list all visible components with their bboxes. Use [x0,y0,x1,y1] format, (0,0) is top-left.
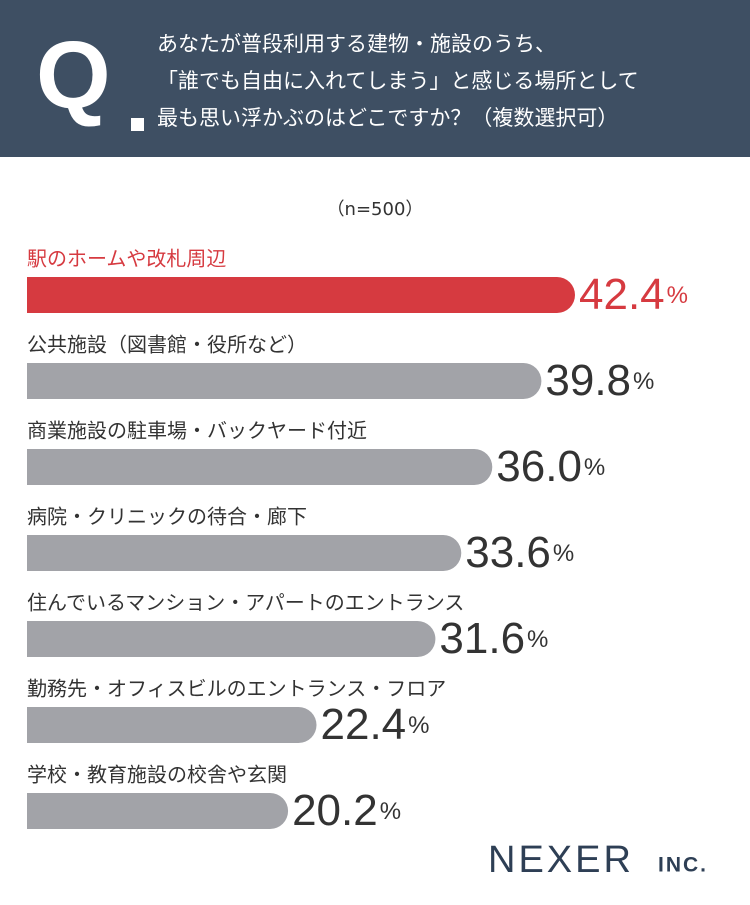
bar [27,621,436,657]
value-unit: % [633,368,654,395]
value-unit: % [553,540,574,567]
bar [27,793,289,829]
value-unit: % [380,798,401,825]
header-band [0,0,750,157]
question-line: 最も思い浮かぶのはどこですか？（複数選択可） [157,106,618,130]
value-unit: % [408,712,429,739]
bar-left-edge [27,793,63,829]
bar-left-edge [27,449,63,485]
bar-left-edge [27,621,63,657]
q-dot [131,118,144,131]
value-unit: % [584,454,605,481]
category-label: 住んでいるマンション・アパートのエントランス [27,591,464,615]
value-label: 36.0% [496,442,605,491]
category-label: 駅のホームや改札周辺 [27,247,226,271]
value-label: 39.8% [545,356,654,405]
value-number: 36.0 [496,442,582,491]
question-line: 「誰でも自由に入れてしまう」と感じる場所として [157,69,639,93]
bar [27,277,575,313]
bar [27,707,317,743]
value-number: 39.8 [545,356,631,405]
value-unit: % [667,282,688,309]
bar-left-edge [27,535,63,571]
bar [27,449,493,485]
category-label: 病院・クリニックの待合・廊下 [27,505,307,529]
value-label: 42.4% [579,270,688,319]
value-number: 33.6 [465,528,551,577]
value-number: 22.4 [321,700,407,749]
question-line: あなたが普段利用する建物・施設のうち、 [157,32,556,56]
value-unit: % [527,626,548,653]
subtitle: （n=500） [327,199,424,220]
value-label: 33.6% [465,528,574,577]
value-label: 20.2% [292,786,401,835]
category-label: 商業施設の駐車場・バックヤード付近 [27,419,367,443]
q-mark: Q [36,21,111,128]
value-number: 20.2 [292,786,378,835]
category-label: 勤務先・オフィスビルのエントランス・フロア [27,677,446,701]
value-label: 31.6% [439,614,548,663]
bar [27,363,542,399]
bar-left-edge [27,363,63,399]
value-number: 31.6 [439,614,525,663]
logo: NEXER [488,839,634,881]
logo-suffix: INC. [658,854,708,877]
bar [27,535,462,571]
bar-left-edge [27,277,63,313]
category-label: 公共施設（図書館・役所など） [27,333,307,357]
value-number: 42.4 [579,270,665,319]
category-label: 学校・教育施設の校舎や玄関 [27,763,287,787]
value-label: 22.4% [321,700,430,749]
bar-left-edge [27,707,63,743]
